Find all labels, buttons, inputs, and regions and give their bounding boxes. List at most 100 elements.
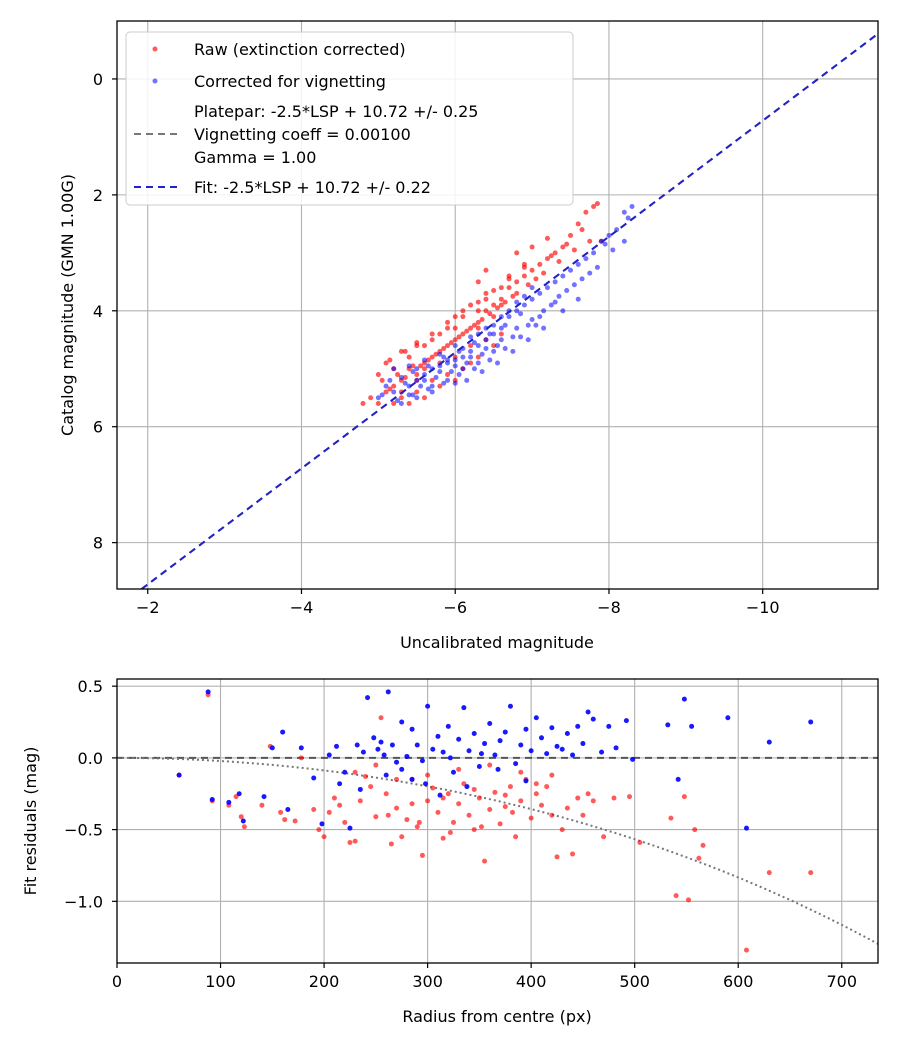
residual-corrected-point bbox=[375, 746, 381, 752]
corrected-point bbox=[479, 351, 485, 357]
residual-corrected-point bbox=[337, 781, 343, 787]
raw-point bbox=[391, 401, 397, 407]
residual-raw-point bbox=[362, 774, 368, 780]
corrected-point bbox=[552, 299, 558, 305]
residual-raw-point bbox=[564, 805, 570, 811]
residual-corrected-point bbox=[544, 751, 550, 757]
corrected-point bbox=[464, 377, 470, 383]
calibration-ytick-label: 4 bbox=[93, 302, 103, 321]
corrected-point bbox=[391, 366, 397, 372]
residual-corrected-point bbox=[744, 825, 750, 831]
raw-point bbox=[521, 264, 527, 270]
residual-raw-point bbox=[414, 824, 420, 830]
raw-point bbox=[445, 372, 451, 378]
raw-point bbox=[537, 261, 543, 267]
residuals-grid bbox=[116, 679, 878, 963]
residual-raw-point bbox=[492, 789, 498, 795]
residual-corrected-point bbox=[606, 723, 612, 729]
corrected-point bbox=[414, 366, 420, 372]
corrected-point bbox=[529, 316, 535, 322]
residual-raw-point bbox=[476, 795, 482, 801]
corrected-point bbox=[460, 366, 466, 372]
residual-corrected-point bbox=[518, 742, 524, 748]
corrected-point bbox=[387, 377, 393, 383]
residual-raw-point bbox=[580, 812, 586, 818]
raw-point bbox=[425, 357, 431, 363]
corrected-point bbox=[521, 302, 527, 308]
residual-raw-point bbox=[528, 815, 534, 821]
calibration-xtick-label: −10 bbox=[746, 598, 780, 617]
residual-raw-point bbox=[744, 947, 750, 953]
corrected-point bbox=[537, 290, 543, 296]
residual-raw-point bbox=[766, 870, 772, 876]
corrected-point bbox=[587, 270, 593, 276]
residual-corrected-point bbox=[357, 786, 363, 792]
residual-corrected-point bbox=[298, 745, 304, 751]
corrected-point bbox=[510, 348, 516, 354]
corrected-point bbox=[437, 351, 443, 357]
raw-point bbox=[475, 279, 481, 285]
corrected-point bbox=[429, 383, 435, 389]
residual-corrected-point bbox=[554, 743, 560, 749]
residual-raw-point bbox=[241, 824, 247, 830]
residual-raw-point bbox=[575, 795, 581, 801]
raw-point bbox=[460, 314, 466, 320]
raw-point bbox=[452, 325, 458, 331]
corrected-point bbox=[583, 256, 589, 262]
corrected-point bbox=[433, 374, 439, 380]
corrected-point bbox=[514, 299, 520, 305]
corrected-point bbox=[425, 386, 431, 392]
corrected-point bbox=[452, 357, 458, 363]
corrected-point bbox=[621, 238, 627, 244]
corrected-point bbox=[525, 337, 531, 343]
raw-point bbox=[437, 331, 443, 337]
corrected-point bbox=[506, 314, 512, 320]
corrected-point bbox=[575, 296, 581, 302]
residual-raw-point bbox=[425, 798, 431, 804]
calibration-xtick-label: −4 bbox=[290, 598, 314, 617]
residual-corrected-point bbox=[513, 761, 519, 767]
residual-corrected-point bbox=[437, 792, 443, 798]
raw-point bbox=[571, 247, 577, 253]
residual-corrected-point bbox=[280, 729, 286, 735]
residual-corrected-point bbox=[425, 703, 431, 709]
vignetting-curve bbox=[117, 756, 879, 945]
corrected-point bbox=[468, 354, 474, 360]
residual-corrected-point bbox=[497, 738, 503, 744]
legend: Raw (extinction corrected) Corrected for… bbox=[125, 31, 574, 206]
raw-point bbox=[475, 308, 481, 314]
corrected-point bbox=[406, 363, 412, 369]
raw-point bbox=[556, 259, 562, 265]
residual-corrected-point bbox=[539, 735, 545, 741]
residual-corrected-point bbox=[681, 696, 687, 702]
corrected-point bbox=[441, 380, 447, 386]
raw-point bbox=[491, 314, 497, 320]
residuals-xtick-label: 0 bbox=[112, 972, 122, 991]
raw-point bbox=[441, 345, 447, 351]
corrected-point bbox=[552, 279, 558, 285]
residual-raw-point bbox=[337, 802, 343, 808]
residual-raw-point bbox=[368, 784, 374, 790]
residual-corrected-point bbox=[409, 776, 415, 782]
residuals-xtick-label: 600 bbox=[723, 972, 754, 991]
corrected-point bbox=[421, 377, 427, 383]
raw-point bbox=[429, 337, 435, 343]
raw-point bbox=[464, 328, 470, 334]
corrected-point bbox=[541, 308, 547, 314]
calibration-ytick-label: 0 bbox=[93, 70, 103, 89]
corrected-point bbox=[548, 302, 554, 308]
corrected-point bbox=[518, 334, 524, 340]
residuals-xtick-label: 200 bbox=[309, 972, 340, 991]
residual-corrected-point bbox=[575, 723, 581, 729]
raw-point bbox=[452, 337, 458, 343]
residual-raw-point bbox=[385, 812, 391, 818]
residual-corrected-point bbox=[360, 749, 366, 755]
residual-raw-point bbox=[404, 817, 410, 823]
raw-point bbox=[544, 235, 550, 241]
residual-corrected-point bbox=[205, 689, 211, 695]
corrected-point bbox=[629, 203, 635, 209]
corrected-point bbox=[606, 232, 612, 238]
raw-point bbox=[468, 360, 474, 366]
raw-point bbox=[379, 377, 385, 383]
